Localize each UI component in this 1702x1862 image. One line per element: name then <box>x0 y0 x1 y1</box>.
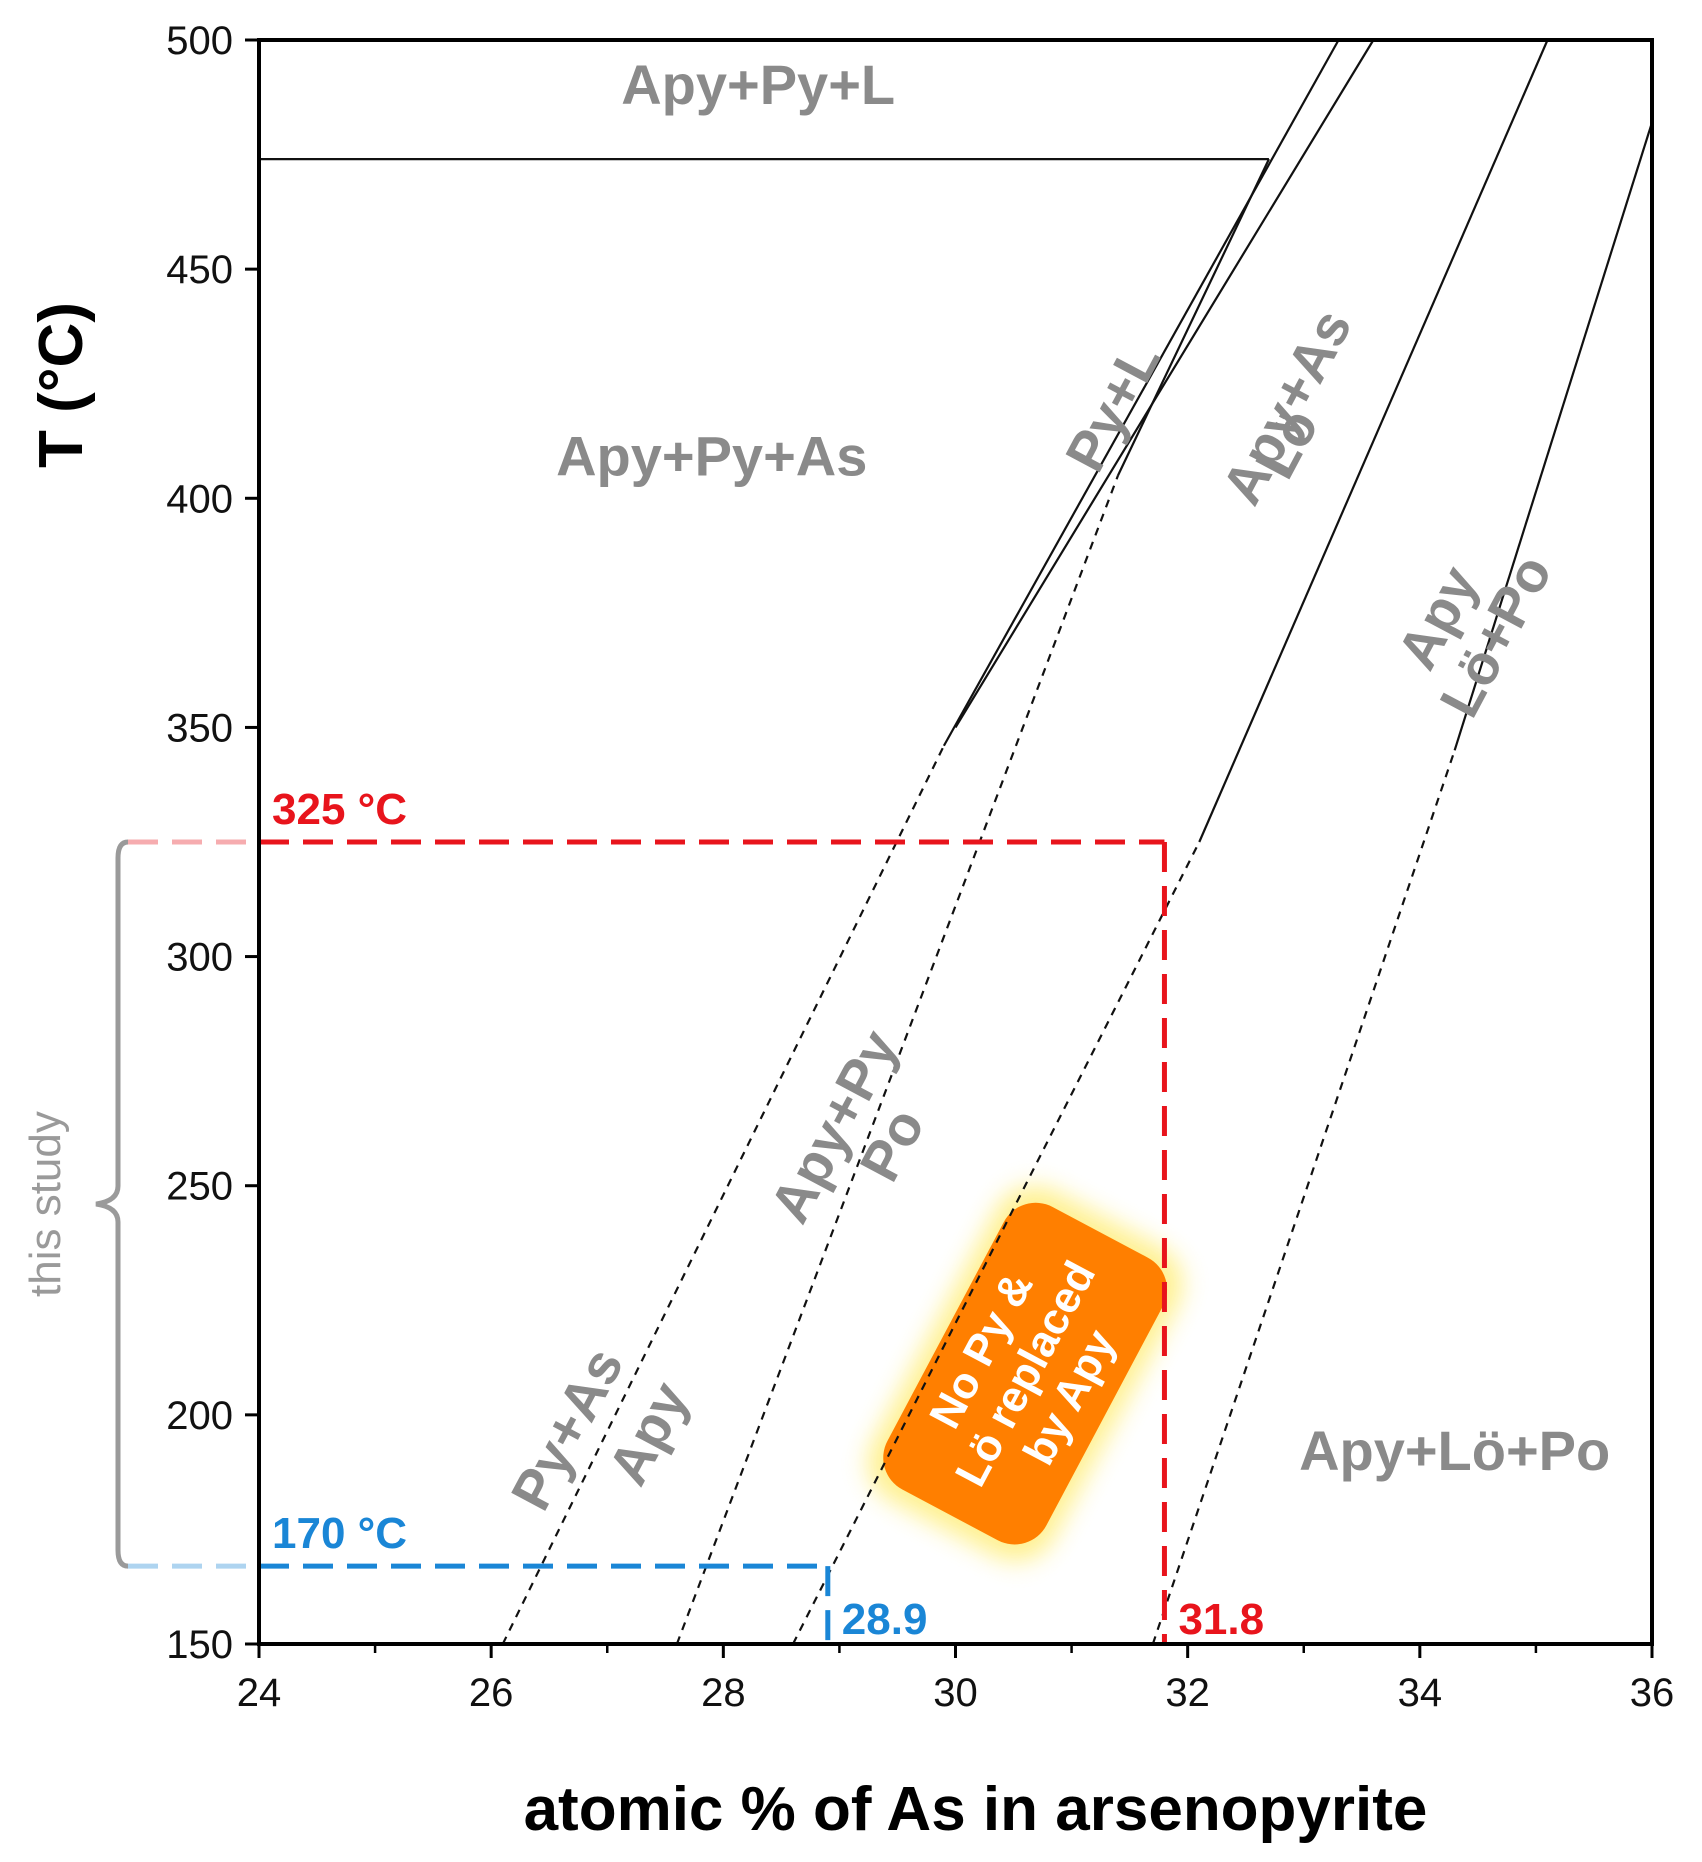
phase-field-label: Py+L <box>1053 332 1172 481</box>
y-tick-label: 400 <box>166 477 233 521</box>
x-tick-label: 30 <box>933 1671 978 1715</box>
temperature-label: 325 °C <box>272 785 407 834</box>
x-tick-label: 24 <box>237 1671 282 1715</box>
y-tick-label: 250 <box>166 1165 233 1209</box>
x-tick-label: 36 <box>1630 1671 1675 1715</box>
y-tick-label: 200 <box>166 1394 233 1438</box>
phase-field-label: Apy+Py+As <box>556 424 867 487</box>
phase-boundary-dashed <box>503 746 944 1644</box>
y-axis-title: T (°C) <box>27 302 96 468</box>
study-range-label: this study <box>21 1111 70 1297</box>
x-tick-label: 26 <box>469 1671 514 1715</box>
x-tick-label: 32 <box>1165 1671 1210 1715</box>
phase-field-label: Apy+Lö+Po <box>1299 1419 1610 1482</box>
x-tick-label: 34 <box>1398 1671 1443 1715</box>
phase-field-label: Apy+Py+L <box>621 53 895 116</box>
composition-label: 28.9 <box>842 1595 928 1644</box>
x-tick-label: 28 <box>701 1671 746 1715</box>
study-range-annotation: this study <box>21 842 128 1566</box>
y-tick-label: 350 <box>166 706 233 750</box>
x-axis-title: atomic % of As in arsenopyrite <box>524 1775 1428 1844</box>
phase-boundary-dashed <box>1153 750 1455 1644</box>
temperature-label: 170 °C <box>272 1509 407 1558</box>
y-tick-label: 300 <box>166 936 233 980</box>
study-range-brace <box>96 842 128 1566</box>
y-tick-label: 450 <box>166 248 233 292</box>
y-tick-label: 150 <box>166 1623 233 1667</box>
y-tick-label: 500 <box>166 19 233 63</box>
composition-label: 31.8 <box>1178 1595 1264 1644</box>
